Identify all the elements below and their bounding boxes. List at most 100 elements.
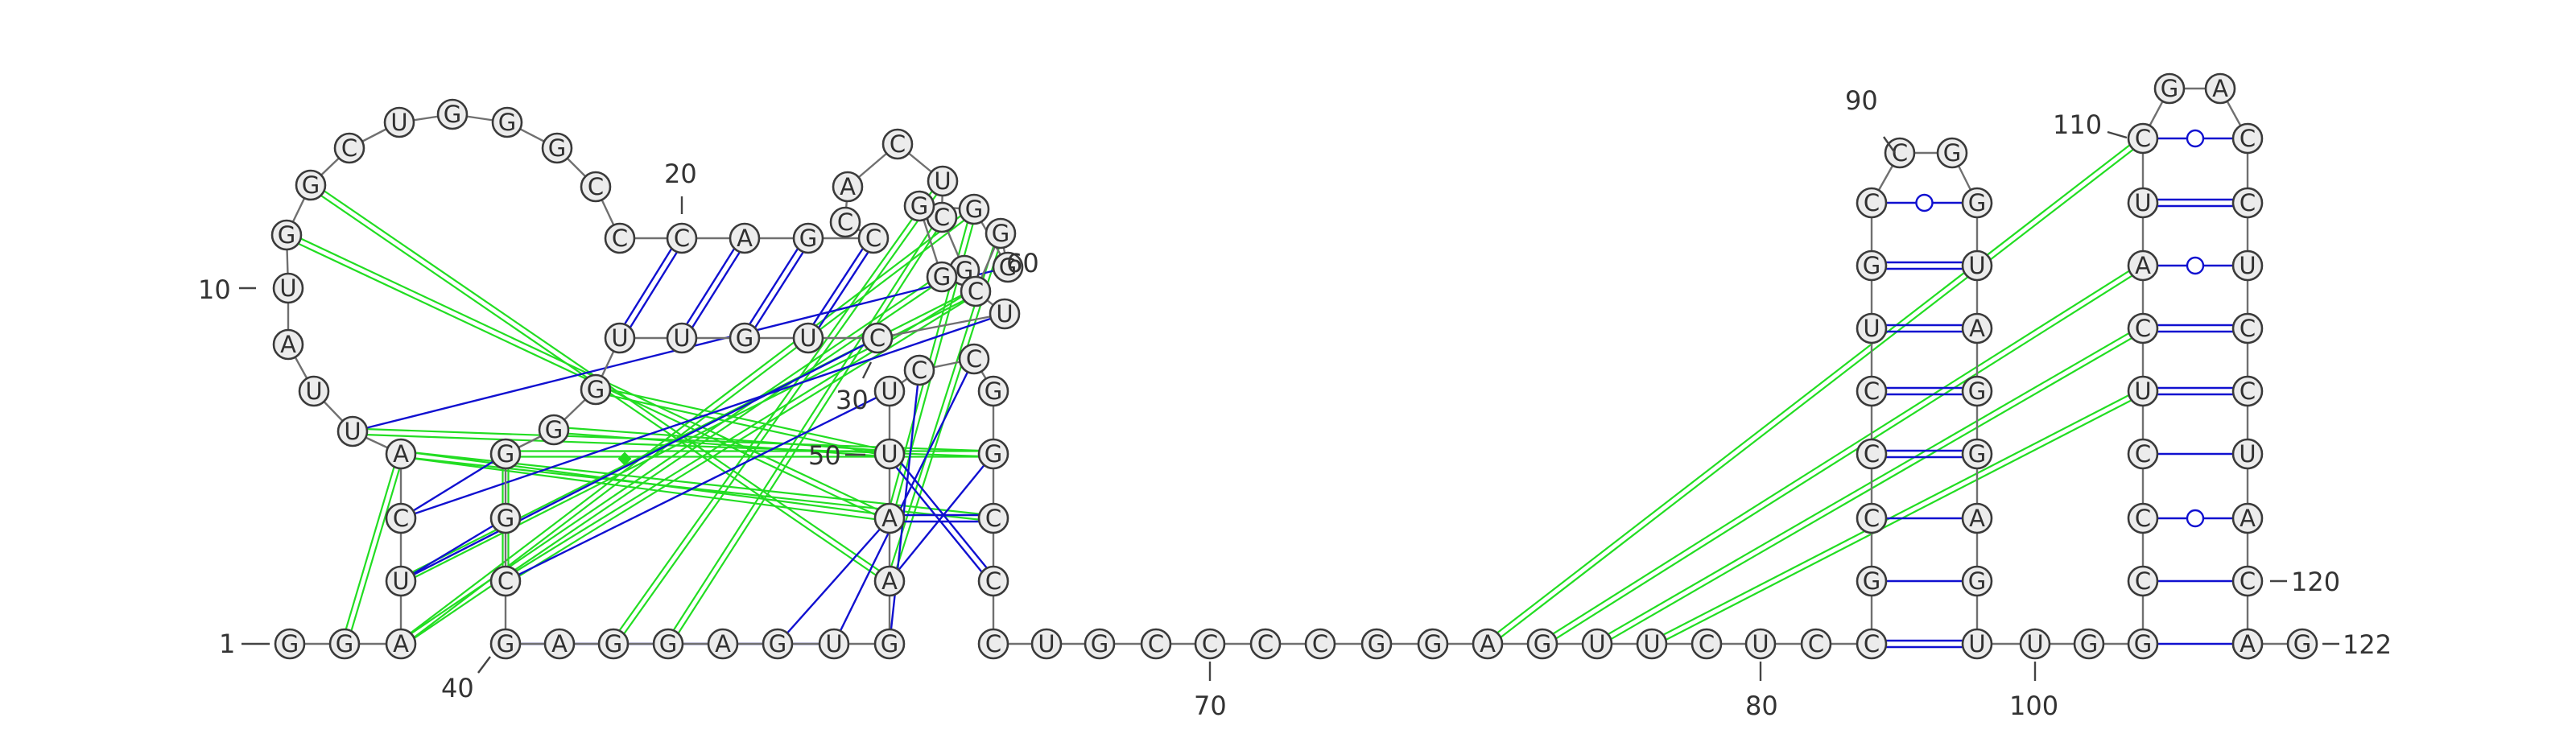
- nucleotide-letter: G: [587, 376, 605, 403]
- nucleotide-circle: [792, 222, 824, 254]
- nucleotide-letter: C: [2240, 567, 2256, 595]
- nucleotide-circle: [881, 128, 914, 160]
- nucleotide-letter: G: [2134, 630, 2152, 658]
- tertiary-interaction: [1595, 325, 2142, 642]
- nucleotide-circle: [958, 343, 990, 375]
- nucleotide-letter: C: [2135, 440, 2151, 468]
- nucleotide-letter: C: [612, 225, 628, 252]
- nucleotide-107: A: [2127, 249, 2159, 282]
- nucleotide-circle: [2231, 438, 2264, 470]
- tertiary-interaction: [506, 293, 978, 584]
- label-100: 100: [2009, 691, 2058, 721]
- nucleotide-letter: G: [1863, 252, 1880, 279]
- wobble-marker: [2186, 129, 2205, 148]
- nucleotide-letter: G: [933, 263, 951, 291]
- nucleotide-circle: [2127, 122, 2159, 155]
- label-40: 40: [441, 673, 474, 703]
- label-1: 1: [219, 629, 235, 659]
- nucleotide-108: U: [2127, 187, 2159, 219]
- nucleotide-circle: [1856, 312, 1888, 344]
- nucleotide-105: U: [2127, 375, 2159, 407]
- nucleotide-letter: G: [548, 134, 566, 162]
- nucleotide-32: G: [958, 193, 990, 225]
- nucleotide-30: G: [926, 261, 958, 293]
- nucleotide-letter: C: [1148, 630, 1164, 658]
- nucleotide-24: C: [829, 206, 861, 238]
- nucleotide-letter: G: [2293, 630, 2311, 658]
- nucleotide-letter: C: [1892, 139, 1908, 167]
- nucleotide-circle: [1936, 137, 1968, 169]
- nucleotide-letter: A: [881, 567, 898, 595]
- nucleotide-circle: [2231, 628, 2264, 660]
- backbone: [285, 87, 2302, 645]
- tertiary-interaction: [1543, 267, 2145, 647]
- nucleotide-letter: G: [1424, 630, 1442, 658]
- nucleotide-letter: U: [673, 324, 690, 352]
- nucleotide-letter: G: [497, 630, 514, 658]
- nucleotide-letter: G: [799, 225, 817, 252]
- nucleotide-circle: [818, 628, 850, 660]
- nucleotide-92: U: [1961, 249, 1993, 282]
- nucleotide-letter: C: [865, 225, 881, 252]
- tick-30: [861, 361, 873, 379]
- nucleotide-letter: C: [1864, 189, 1880, 216]
- nucleotide-letter: C: [2240, 125, 2256, 152]
- nucleotide-circle: [1961, 249, 1993, 282]
- nucleotide-letter: G: [2080, 630, 2098, 658]
- nucleotide-letter: G: [278, 221, 295, 249]
- nucleotide-letter: G: [659, 630, 677, 658]
- nucleotide-letter: A: [393, 630, 409, 658]
- nucleotide-115: C: [2231, 312, 2264, 344]
- nucleotide-letter: U: [2239, 252, 2256, 279]
- label-110: 110: [2053, 109, 2102, 140]
- nucleotide-70: C: [1249, 628, 1282, 660]
- nucleotide-36: U: [989, 298, 1021, 330]
- nucleotide-letter: A: [715, 630, 731, 658]
- nucleotide-48: A: [543, 628, 576, 660]
- nucleotide-circle: [666, 322, 698, 354]
- nucleotide-circle: [829, 206, 861, 238]
- nucleotide-3: A: [385, 628, 417, 660]
- nucleotide-letter: G: [1968, 189, 1986, 216]
- nucleotide-85: C: [1856, 375, 1888, 407]
- nucleotide-102: C: [2127, 565, 2159, 597]
- nucleotide-109: C: [2127, 122, 2159, 155]
- nucleotide-106: C: [2127, 312, 2159, 344]
- canonical-pair: [741, 236, 807, 337]
- nucleotide-86: U: [1856, 312, 1888, 344]
- nucleotide-letter: U: [344, 418, 361, 445]
- nucleotide-circle: [1417, 628, 1449, 660]
- nucleotide-letter: U: [1968, 630, 1985, 658]
- nucleotide-circle: [491, 106, 523, 138]
- nucleotide-55: A: [873, 565, 906, 597]
- nucleotide-circle: [1961, 628, 1993, 660]
- nucleotide-37: C: [861, 322, 894, 354]
- nucleotide-letter: C: [2135, 315, 2151, 342]
- nucleotide-letter: U: [2134, 189, 2151, 216]
- nucleotide-75: G: [1526, 628, 1558, 660]
- nucleotide-circle: [2231, 565, 2264, 597]
- nucleotide-118: A: [2231, 502, 2264, 534]
- nucleotide-116: C: [2231, 375, 2264, 407]
- nucleotide-circle: [1961, 565, 1993, 597]
- nucleotide-letter: A: [737, 225, 753, 252]
- nucleotide-18: C: [580, 171, 612, 203]
- backbone-segment: [877, 312, 1005, 340]
- nucleotide-circle: [1961, 312, 1993, 344]
- label-20: 20: [664, 159, 697, 189]
- nucleotide-letter: A: [2240, 630, 2256, 658]
- nucleotide-circle: [336, 415, 369, 447]
- nucleotide-letter: G: [1968, 567, 1986, 595]
- nucleotide-100: G: [2073, 628, 2105, 660]
- label-70: 70: [1194, 691, 1227, 721]
- nucleotide-circle: [2127, 628, 2159, 660]
- nucleotide-circle: [543, 628, 576, 660]
- nucleotide-93: A: [1961, 312, 1993, 344]
- nucleotide-letter: C: [890, 130, 906, 158]
- nucleotide-57: U: [873, 438, 906, 470]
- nucleotide-circle: [873, 375, 906, 407]
- nucleotide-111: A: [2204, 72, 2236, 105]
- nucleotide-84: C: [1856, 438, 1888, 470]
- nucleotide-87: G: [1856, 249, 1888, 282]
- nucleotide-circle: [2019, 628, 2051, 660]
